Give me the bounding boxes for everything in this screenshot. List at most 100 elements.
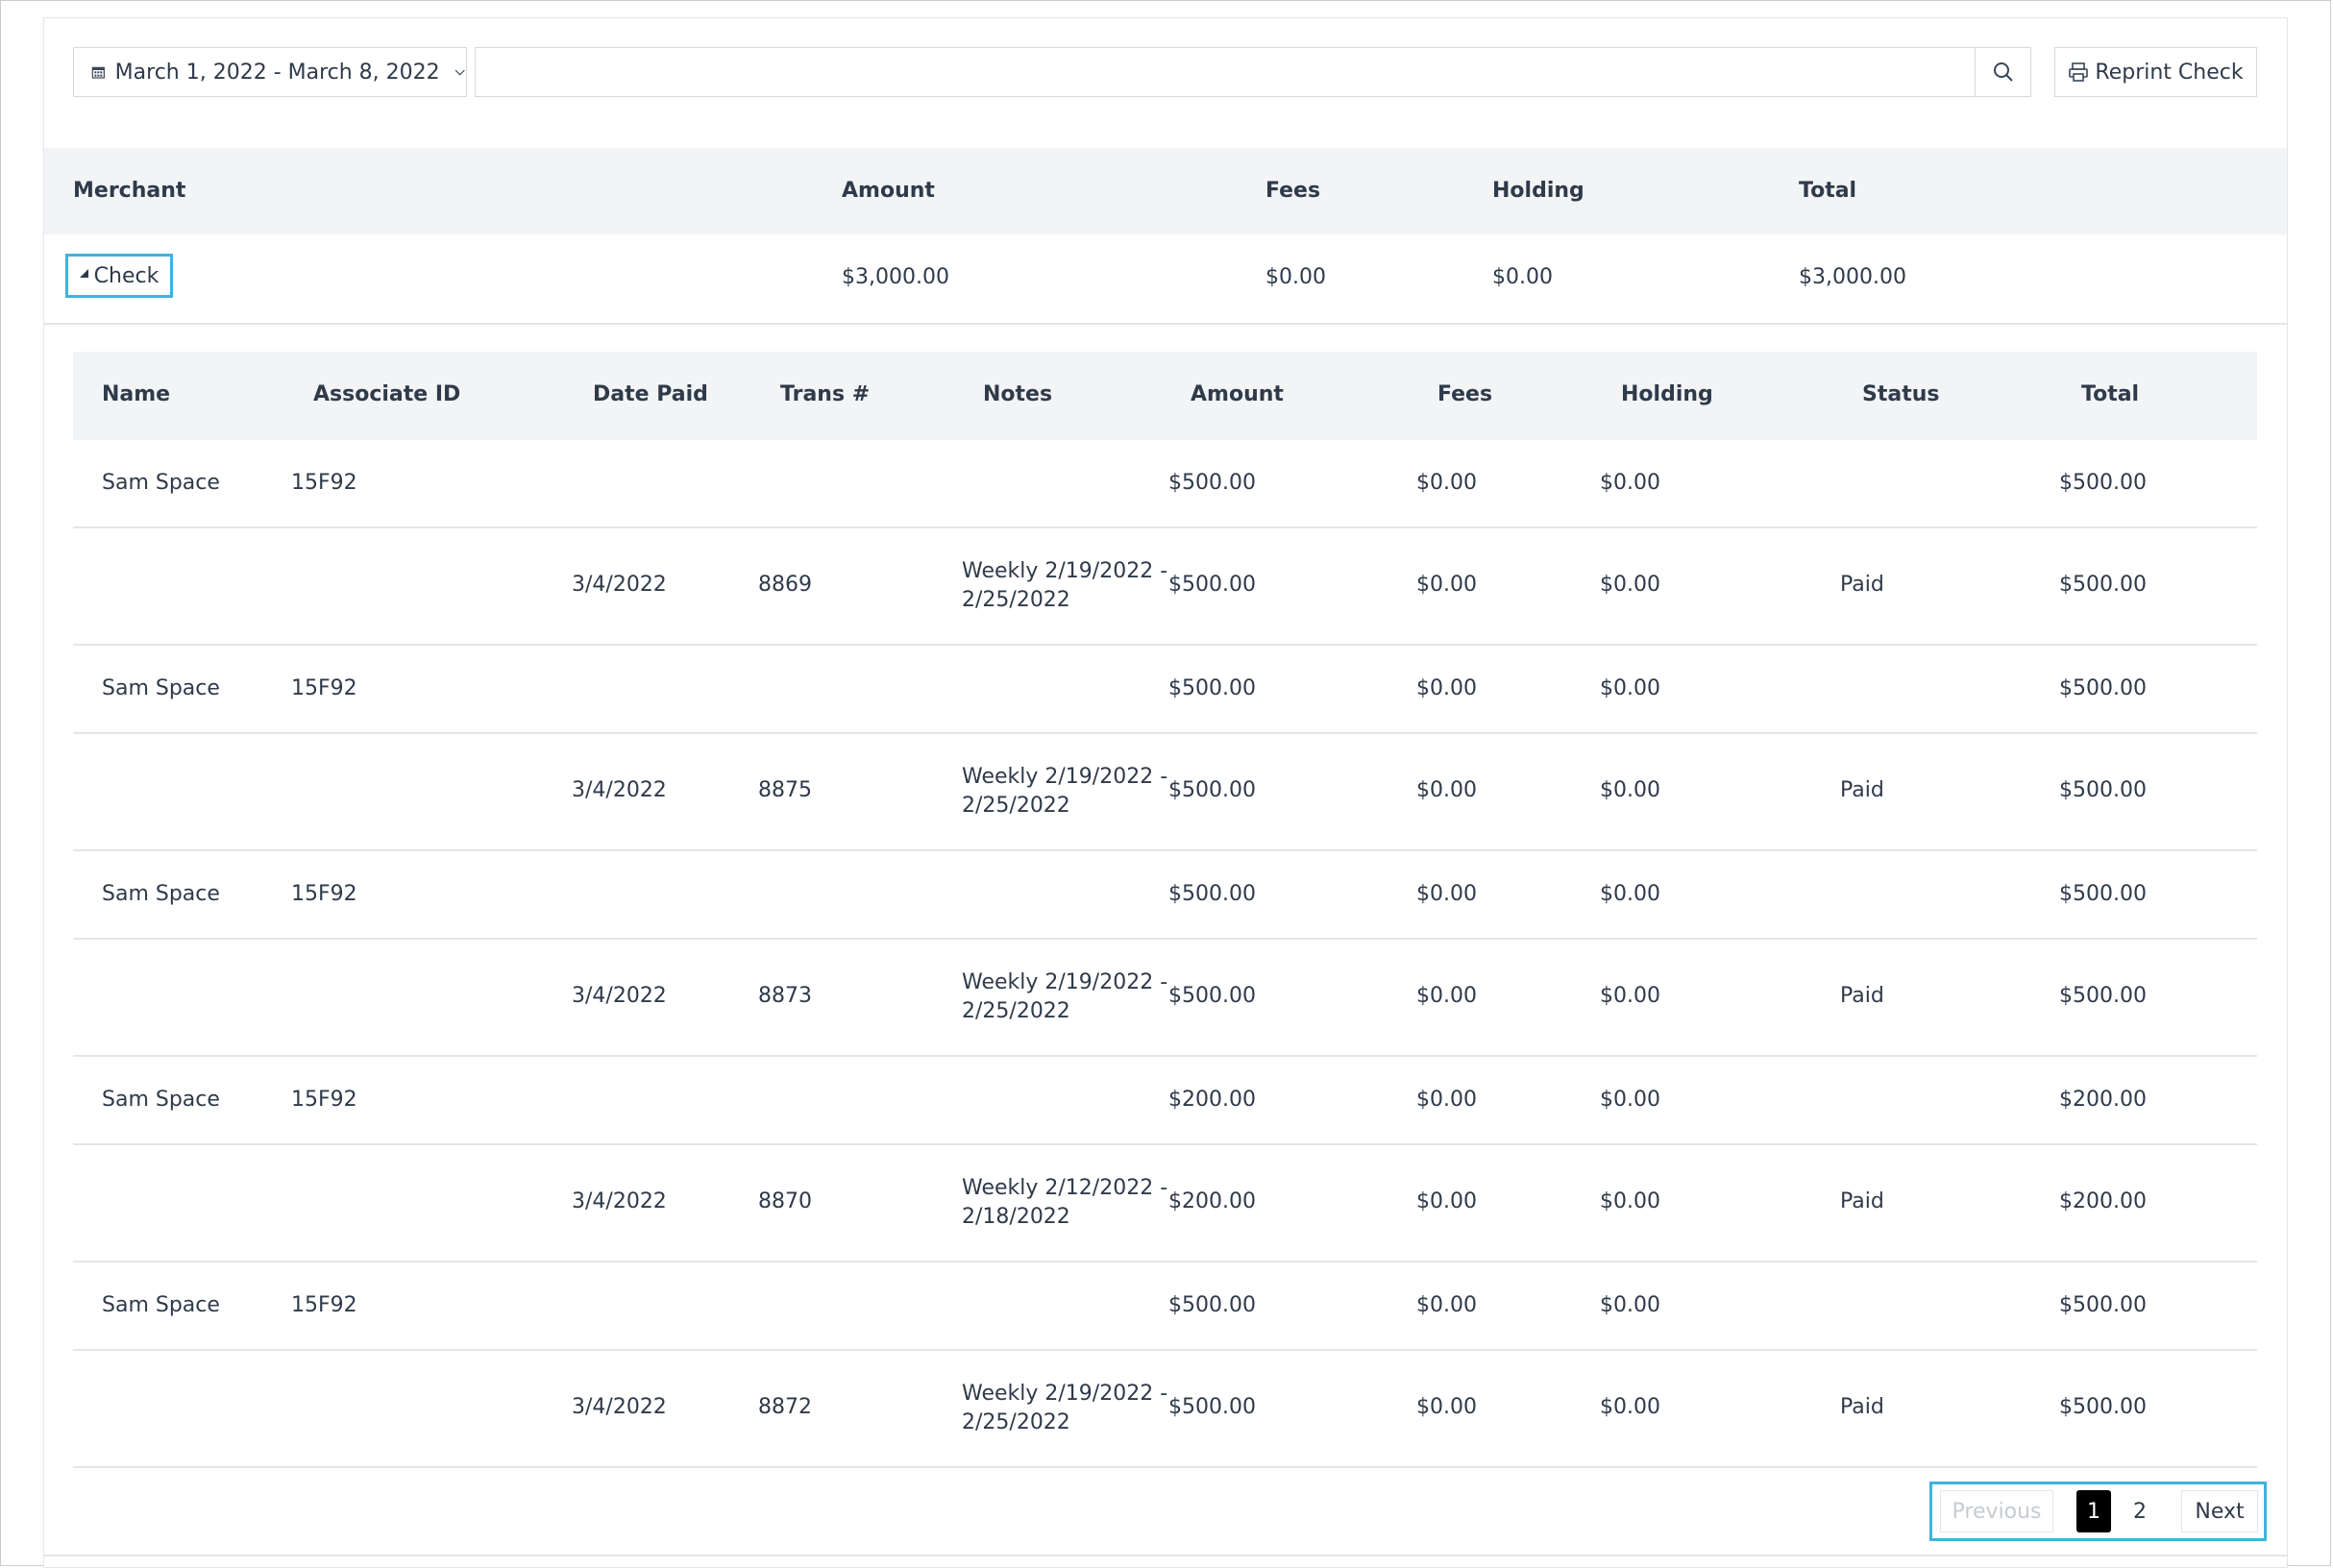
col-trans: Trans #	[780, 382, 871, 406]
col-holding: Holding	[1492, 179, 1584, 203]
cell-holding: $0.00	[1600, 676, 1660, 700]
cell-notes: Weekly 2/19/2022 - 2/25/2022	[962, 968, 1167, 1026]
cell-notes: Weekly 2/19/2022 - 2/25/2022	[962, 763, 1167, 821]
cell-amount: $500.00	[1168, 471, 1256, 495]
cell-notes: Weekly 2/19/2022 - 2/25/2022	[962, 557, 1167, 615]
calendar-icon	[91, 66, 105, 79]
cell-associate-id: 15F92	[291, 1088, 357, 1112]
transaction-row: 3/4/2022 8875 Weekly 2/19/2022 - 2/25/2022 $…	[73, 734, 2257, 851]
chevron-down-icon	[454, 69, 465, 76]
search-input[interactable]	[475, 47, 1976, 97]
col-notes: Notes	[983, 382, 1053, 406]
col-status: Status	[1862, 382, 1940, 406]
merchant-name: Check	[93, 263, 160, 288]
cell-total: $200.00	[2059, 1088, 2147, 1112]
reprint-check-label: Reprint Check	[2095, 60, 2244, 85]
cell-date-paid: 3/4/2022	[572, 1189, 667, 1213]
cell-notes-line1: Weekly 2/19/2022 -	[962, 1382, 1168, 1406]
col-fees: Fees	[1437, 382, 1493, 406]
cell-holding: $0.00	[1600, 1189, 1660, 1213]
cell-fees: $0.00	[1416, 1088, 1477, 1112]
check-expand-toggle[interactable]: Check	[65, 254, 173, 298]
cell-notes-line1: Weekly 2/19/2022 -	[962, 970, 1168, 994]
cell-associate-id: 15F92	[291, 1293, 357, 1317]
detail-table-header: Name Associate ID Date Paid Trans # Note…	[73, 352, 2257, 440]
col-total: Total	[2081, 382, 2140, 406]
cell-fees: $0.00	[1416, 1189, 1477, 1213]
cell-notes-line1: Weekly 2/19/2022 -	[962, 559, 1168, 583]
cell-name: Sam Space	[102, 676, 220, 700]
cell-name: Sam Space	[102, 1088, 220, 1112]
cell-amount: $500.00	[1168, 778, 1256, 802]
previous-page-button[interactable]: Previous	[1940, 1490, 2053, 1532]
merchant-fees: $0.00	[1265, 265, 1326, 289]
cell-trans: 8870	[758, 1189, 812, 1213]
cell-notes: Weekly 2/12/2022 - 2/18/2022	[962, 1174, 1167, 1232]
merchant-total: $3,000.00	[1799, 265, 1906, 289]
cell-amount: $500.00	[1168, 984, 1256, 1008]
cell-amount: $500.00	[1168, 882, 1256, 906]
cell-total: $500.00	[2059, 471, 2147, 495]
cell-date-paid: 3/4/2022	[572, 984, 667, 1008]
cell-status: Paid	[1840, 1189, 1884, 1213]
page-1-button[interactable]: 1	[2076, 1490, 2111, 1532]
cell-holding: $0.00	[1600, 471, 1660, 495]
cell-total: $500.00	[2059, 1395, 2147, 1419]
cell-trans: 8869	[758, 573, 812, 597]
merchant-amount: $3,000.00	[842, 265, 949, 289]
cell-associate-id: 15F92	[291, 676, 357, 700]
printer-icon	[2069, 62, 2089, 82]
cell-total: $500.00	[2059, 1293, 2147, 1317]
col-amount: Amount	[1191, 382, 1284, 406]
col-date-paid: Date Paid	[593, 382, 708, 406]
cell-fees: $0.00	[1416, 1293, 1477, 1317]
cell-holding: $0.00	[1600, 984, 1660, 1008]
cell-amount: $500.00	[1168, 676, 1256, 700]
cell-notes-line2: 2/25/2022	[962, 588, 1070, 612]
cell-date-paid: 3/4/2022	[572, 1395, 667, 1419]
cell-holding: $0.00	[1600, 778, 1660, 802]
cell-amount: $500.00	[1168, 1395, 1256, 1419]
associate-row: Sam Space 15F92 $500.00 $0.00 $0.00 $500.00	[73, 1262, 2257, 1351]
col-name: Name	[102, 382, 171, 406]
cell-total: $500.00	[2059, 882, 2147, 906]
cell-amount: $200.00	[1168, 1189, 1256, 1213]
cell-amount: $200.00	[1168, 1088, 1256, 1112]
cell-notes-line1: Weekly 2/12/2022 -	[962, 1176, 1168, 1200]
cell-total: $500.00	[2059, 984, 2147, 1008]
next-page-button[interactable]: Next	[2181, 1490, 2258, 1532]
date-range-label: March 1, 2022 - March 8, 2022	[114, 60, 440, 85]
cell-fees: $0.00	[1416, 882, 1477, 906]
cell-notes-line1: Weekly 2/19/2022 -	[962, 765, 1168, 789]
cell-holding: $0.00	[1600, 1293, 1660, 1317]
cell-notes-line2: 2/25/2022	[962, 999, 1070, 1023]
transaction-row: 3/4/2022 8872 Weekly 2/19/2022 - 2/25/2022 $…	[73, 1351, 2257, 1468]
cell-notes-line2: 2/25/2022	[962, 1410, 1070, 1434]
col-associate-id: Associate ID	[313, 382, 461, 406]
col-total: Total	[1799, 179, 1857, 203]
cell-holding: $0.00	[1600, 1088, 1660, 1112]
associate-row: Sam Space 15F92 $200.00 $0.00 $0.00 $200.00	[73, 1057, 2257, 1145]
cell-status: Paid	[1840, 984, 1884, 1008]
cell-notes-line2: 2/25/2022	[962, 794, 1070, 818]
panel-bottom-divider	[44, 1555, 2287, 1556]
associate-row: Sam Space 15F92 $500.00 $0.00 $0.00 $500.00	[73, 646, 2257, 734]
search-button[interactable]	[1975, 47, 2031, 97]
col-amount: Amount	[842, 179, 935, 203]
cell-fees: $0.00	[1416, 573, 1477, 597]
col-fees: Fees	[1265, 179, 1321, 203]
cell-date-paid: 3/4/2022	[572, 573, 667, 597]
cell-amount: $500.00	[1168, 1293, 1256, 1317]
cell-total: $500.00	[2059, 676, 2147, 700]
cell-notes-line2: 2/18/2022	[962, 1205, 1070, 1229]
page-2-button[interactable]: 2	[2133, 1499, 2147, 1524]
associate-row: Sam Space 15F92 $500.00 $0.00 $0.00 $500.00	[73, 440, 2257, 528]
cell-associate-id: 15F92	[291, 882, 357, 906]
cell-status: Paid	[1840, 778, 1884, 802]
reprint-check-button[interactable]: Reprint Check	[2054, 47, 2257, 97]
cell-fees: $0.00	[1416, 471, 1477, 495]
search-icon	[1993, 62, 2013, 82]
date-range-picker[interactable]: March 1, 2022 - March 8, 2022	[73, 47, 467, 97]
transaction-row: 3/4/2022 8873 Weekly 2/19/2022 - 2/25/2022 $…	[73, 940, 2257, 1057]
cell-total: $500.00	[2059, 573, 2147, 597]
